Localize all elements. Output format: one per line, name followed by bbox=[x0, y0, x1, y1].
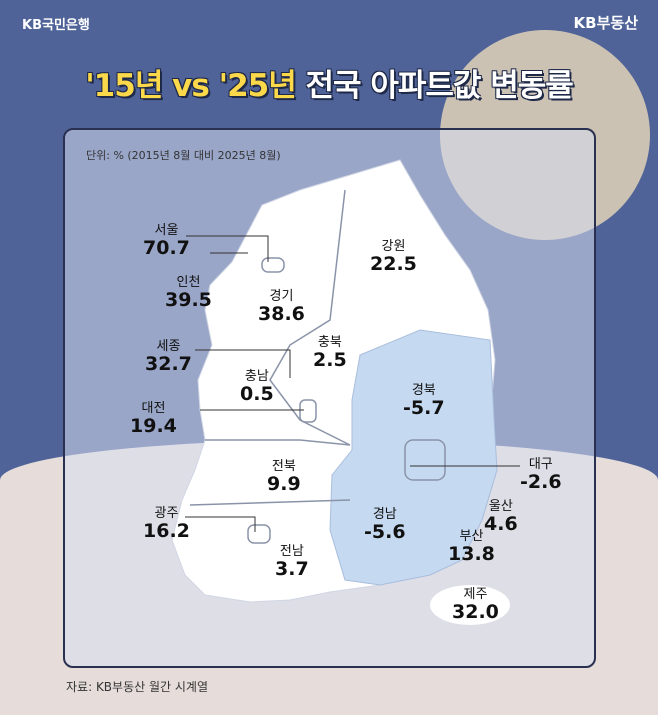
region-label-incheon: 인천 39.5 bbox=[165, 275, 212, 312]
region-label-gyeongbuk: 경북 -5.7 bbox=[403, 383, 445, 420]
region-label-jeju: 제주 32.0 bbox=[452, 587, 499, 624]
region-label-jeonbuk: 전북 9.9 bbox=[267, 459, 301, 496]
title-main: 전국 아파트값 변동률 bbox=[305, 68, 574, 104]
region-label-sejong: 세종 32.7 bbox=[145, 339, 192, 376]
region-label-chungnam: 충남 0.5 bbox=[240, 369, 274, 406]
region-label-busan: 부산 13.8 bbox=[448, 529, 495, 566]
page-title: '15년 vs '25년 전국 아파트값 변동률 bbox=[0, 60, 658, 105]
unit-note: 단위: % (2015년 8월 대비 2025년 8월) bbox=[86, 149, 281, 162]
region-label-ulsan: 울산 4.6 bbox=[484, 499, 518, 536]
region-label-gyeongnam: 경남 -5.6 bbox=[364, 507, 406, 544]
decline-region-shape bbox=[329, 329, 498, 586]
title-highlight: '15년 vs '25년 bbox=[85, 68, 297, 104]
region-label-jeonnam: 전남 3.7 bbox=[275, 544, 309, 581]
region-label-gwangju: 광주 16.2 bbox=[143, 506, 190, 543]
region-label-gyeonggi: 경기 38.6 bbox=[258, 289, 305, 326]
kb-bank-logo: KB국민은행 bbox=[22, 18, 90, 33]
source-note: 자료: KB부동산 월간 시계열 bbox=[66, 680, 208, 694]
jeju-shape bbox=[430, 585, 510, 625]
region-label-chungbuk: 충북 2.5 bbox=[313, 335, 347, 372]
region-label-gangwon: 강원 22.5 bbox=[370, 239, 417, 276]
region-label-seoul: 서울 70.7 bbox=[143, 223, 190, 260]
kb-realestate-logo: KB부동산 bbox=[573, 14, 638, 32]
region-label-daejeon: 대전 19.4 bbox=[130, 401, 177, 438]
region-label-daegu: 대구 -2.6 bbox=[520, 457, 562, 494]
